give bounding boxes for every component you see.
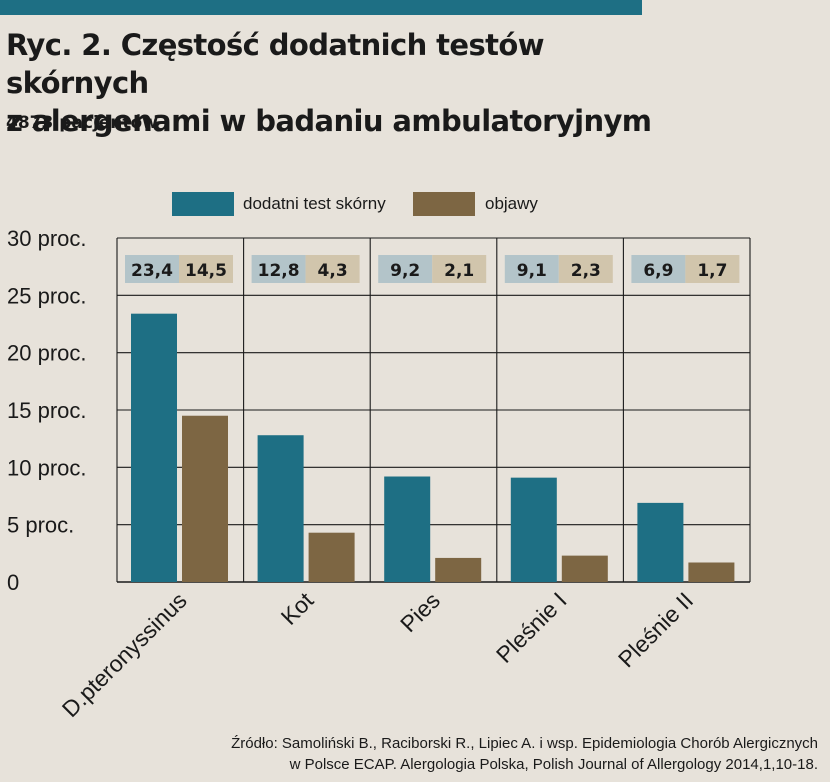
chart-title: Ryc. 2. Częstość dodatnich testów skórny… xyxy=(6,28,652,138)
bar-series-2 xyxy=(688,562,735,582)
y-tick-label: 30 proc. xyxy=(7,226,87,251)
y-tick-label: 0 xyxy=(7,570,19,595)
bar-series-2 xyxy=(308,532,355,582)
value-label-bg-series-1 xyxy=(631,255,686,283)
value-label-series-2: 2,3 xyxy=(571,261,601,281)
value-label-series-1: 6,9 xyxy=(643,261,673,281)
y-tick-label: 5 proc. xyxy=(7,513,74,538)
bar-series-2 xyxy=(182,415,228,582)
bar-series-1 xyxy=(510,477,557,582)
legend-swatch-series-2 xyxy=(413,192,475,216)
value-label-bg-series-2 xyxy=(432,255,487,283)
bar-series-2 xyxy=(561,555,608,582)
bar-series-1 xyxy=(384,476,431,582)
value-label-bg-series-1 xyxy=(504,255,559,283)
bar-series-2 xyxy=(435,557,482,582)
value-label-series-1: 23,4 xyxy=(131,261,173,281)
value-label-series-2: 1,7 xyxy=(697,261,727,281)
bar-series-1 xyxy=(131,313,177,582)
value-label-series-1: 9,2 xyxy=(390,261,420,281)
accent-bar xyxy=(0,0,642,15)
value-label-bg-series-1 xyxy=(251,255,306,283)
y-tick-label: 20 proc. xyxy=(7,341,87,366)
value-label-bg-series-2 xyxy=(685,255,740,283)
source-note: Źródło: Samoliński B., Raciborski R., Li… xyxy=(231,735,818,773)
category-label: Pies xyxy=(395,587,445,637)
category-label: D.pteronyssinus xyxy=(57,587,192,722)
category-label: Pleśnie II xyxy=(613,587,698,672)
value-label-series-1: 12,8 xyxy=(258,261,300,281)
value-label-bg-series-1 xyxy=(378,255,433,283)
legend-swatch-series-1 xyxy=(172,192,234,216)
value-label-series-2: 2,1 xyxy=(444,261,474,281)
bar-series-1 xyxy=(637,502,684,582)
y-tick-label: 25 proc. xyxy=(7,283,87,308)
value-label-series-2: 4,3 xyxy=(318,261,348,281)
legend: dodatni test skórny objawy xyxy=(0,192,830,222)
value-label-series-1: 9,1 xyxy=(517,261,547,281)
y-tick-label: 10 proc. xyxy=(7,455,87,480)
value-label-series-2: 14,5 xyxy=(185,261,227,281)
chart-subtitle: 4873 pacjentów xyxy=(6,113,158,133)
value-label-bg-series-2 xyxy=(558,255,613,283)
value-label-bg-series-1 xyxy=(125,255,179,283)
y-tick-label: 15 proc. xyxy=(7,398,87,423)
value-label-bg-series-2 xyxy=(305,255,360,283)
legend-label-series-2: objawy xyxy=(485,194,538,213)
bar-series-1 xyxy=(257,435,304,582)
legend-label-series-1: dodatni test skórny xyxy=(243,194,386,213)
value-label-bg-series-2 xyxy=(179,255,233,283)
category-label: Pleśnie I xyxy=(491,587,572,668)
category-label: Kot xyxy=(276,587,319,630)
